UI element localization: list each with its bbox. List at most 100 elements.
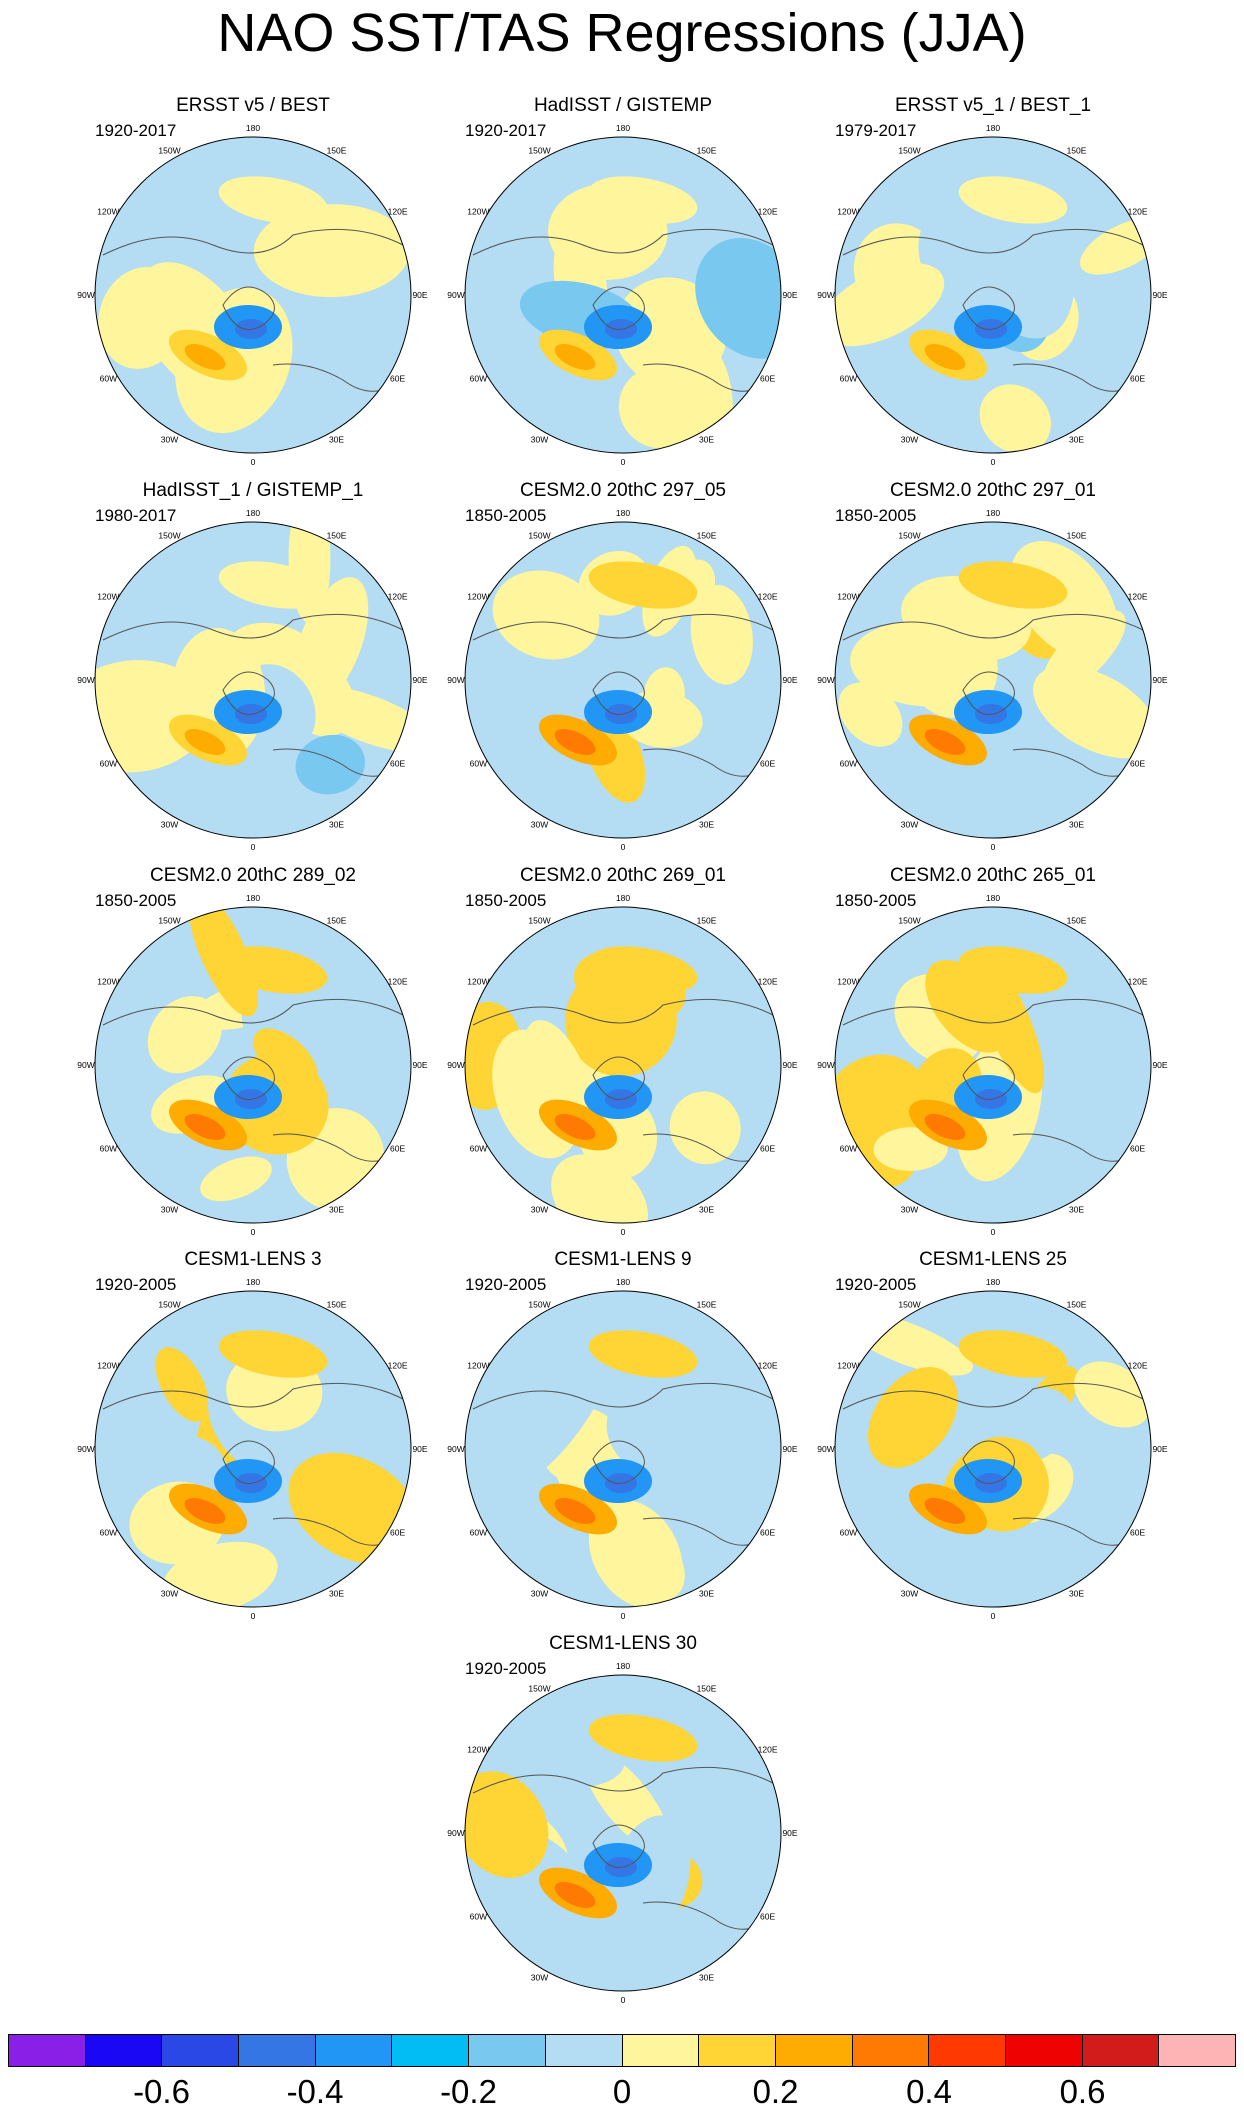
polar-map: 180 150E 120E 90E 60E 30E 0 30W 60W 90W 120W 150W (447, 1661, 798, 2005)
longitude-label: 150W (898, 1299, 920, 1309)
anomaly-patch (253, 204, 411, 298)
longitude-label: 0 (251, 1611, 256, 1621)
longitude-label: 120E (1128, 977, 1148, 987)
longitude-label: 60E (390, 1144, 405, 1154)
europe-coastline (272, 748, 384, 777)
longitude-label: 0 (991, 1227, 996, 1237)
longitude-label: 30W (901, 435, 918, 445)
longitude-label: 0 (991, 457, 996, 467)
longitude-label: 60W (470, 1528, 487, 1538)
longitude-label: 120E (1128, 207, 1148, 217)
map-border (94, 521, 412, 839)
panel-period: 1850-2005 (465, 506, 547, 525)
europe-coastline (1012, 363, 1124, 392)
longitude-label: 120E (758, 592, 778, 602)
polar-map: 180 150E 120E 90E 60E 30E 0 30W 60W 90W 120W 150W (447, 893, 798, 1237)
panel-period: 1920-2017 (95, 121, 177, 140)
colorbar-labels: -0.6 -0.4 -0.2 0 0.2 0.4 0.6 (8, 2074, 1236, 2110)
longitude-label: 150W (898, 915, 920, 925)
greenland-outline (962, 1440, 1015, 1484)
panel-title: HadISST_1 / GISTEMP_1 (142, 480, 364, 501)
longitude-label: 30W (531, 1205, 548, 1215)
longitude-label: 150E (327, 145, 347, 155)
longitude-label: 90W (817, 1060, 834, 1070)
polar-map: 180 150E 120E 90E 60E 30E 0 30W 60W 90W 120W 150W (77, 123, 428, 467)
longitude-label: 120W (837, 207, 859, 217)
longitude-label: 150W (528, 915, 550, 925)
longitude-label: 60W (470, 1912, 487, 1922)
atlantic-warm-core (554, 1882, 596, 1908)
longitude-label: 30E (1069, 1589, 1084, 1599)
coastline (842, 998, 1144, 1026)
longitude-label: 90E (782, 675, 797, 685)
coastline (842, 613, 1144, 641)
longitude-label: 0 (621, 1227, 626, 1237)
pacific-anomaly (218, 946, 328, 994)
longitude-label: 120E (388, 207, 408, 217)
longitude-label: 150E (327, 1299, 347, 1309)
map-panel: CESM1-LENS 30 1920-2005 180 150E 120E 90E 60E 3… (433, 1633, 813, 2018)
longitude-label: 150E (1067, 1299, 1087, 1309)
colorbar-label: 0 (612, 2073, 632, 2110)
longitude-label: 60W (100, 1528, 117, 1538)
europe-coastline (272, 1133, 384, 1162)
longitude-label: 90E (412, 1060, 427, 1070)
coastline (842, 228, 1144, 256)
map-border (464, 136, 782, 454)
coastline (842, 1382, 1144, 1410)
greenland-outline (592, 671, 645, 715)
map-panel: HadISST_1 / GISTEMP_1 1980-2017 180 150E 120… (63, 480, 443, 865)
anomaly-patch (492, 570, 600, 660)
longitude-label: 120W (467, 1361, 489, 1371)
anomaly-patch (873, 1127, 948, 1171)
panel-period: 1920-2005 (465, 1275, 547, 1294)
colorbar-swatch (1005, 2035, 1083, 2066)
longitude-label: 90W (447, 1444, 464, 1454)
anomaly-patch (867, 1367, 958, 1468)
coastline (102, 228, 404, 256)
longitude-label: 90E (1152, 1444, 1167, 1454)
panel-period: 1979-2017 (835, 121, 917, 140)
longitude-label: 150E (1067, 530, 1087, 540)
polar-map: 180 150E 120E 90E 60E 30E 0 30W 60W 90W 120W 150W (77, 893, 428, 1237)
polar-map: 180 150E 120E 90E 60E 30E 0 30W 60W 90W 120W 150W (817, 893, 1168, 1237)
longitude-label: 30W (531, 1973, 548, 1983)
colorbar-swatch (775, 2035, 853, 2066)
panel-period: 1920-2005 (95, 1275, 177, 1294)
atlantic-warm-core (184, 1114, 226, 1140)
colorbar-label: 0.4 (906, 2073, 952, 2110)
longitude-label: 120E (1128, 1361, 1148, 1371)
greenland-outline (592, 1440, 645, 1484)
longitude-label: 60E (390, 759, 405, 769)
longitude-label: 90E (412, 290, 427, 300)
longitude-label: 90E (782, 1828, 797, 1838)
coastline (472, 998, 774, 1026)
longitude-label: 60W (100, 759, 117, 769)
longitude-label: 60W (840, 374, 857, 384)
greenland-outline (222, 1440, 275, 1484)
longitude-label: 150E (697, 1299, 717, 1309)
longitude-label: 60E (390, 374, 405, 384)
longitude-label: 180 (246, 893, 260, 903)
map-border (464, 906, 782, 1224)
pacific-anomaly (958, 946, 1068, 994)
polar-map: 180 150E 120E 90E 60E 30E 0 30W 60W 90W 120W 150W (817, 1277, 1168, 1621)
longitude-label: 60E (760, 1144, 775, 1154)
longitude-label: 120W (467, 1745, 489, 1755)
coastline (472, 1766, 774, 1794)
longitude-label: 30W (901, 1589, 918, 1599)
longitude-label: 60W (100, 1144, 117, 1154)
longitude-label: 180 (246, 123, 260, 133)
europe-coastline (1012, 1517, 1124, 1546)
colorbar-label: 0.2 (752, 2073, 799, 2110)
polar-map: 180 150E 120E 90E 60E 30E 0 30W 60W 90W 120W 150W (77, 508, 428, 852)
colorbar-swatch (545, 2035, 623, 2066)
panel-title: CESM1-LENS 3 (184, 1249, 322, 1270)
coastline (102, 613, 404, 641)
anomaly-patch (188, 907, 258, 1017)
longitude-label: 30E (329, 1589, 344, 1599)
panel-title: CESM2.0 20thC 297_01 (890, 480, 1096, 501)
europe-coastline (642, 1901, 754, 1930)
colorbar-swatch (9, 2035, 86, 2066)
longitude-label: 30E (699, 435, 714, 445)
